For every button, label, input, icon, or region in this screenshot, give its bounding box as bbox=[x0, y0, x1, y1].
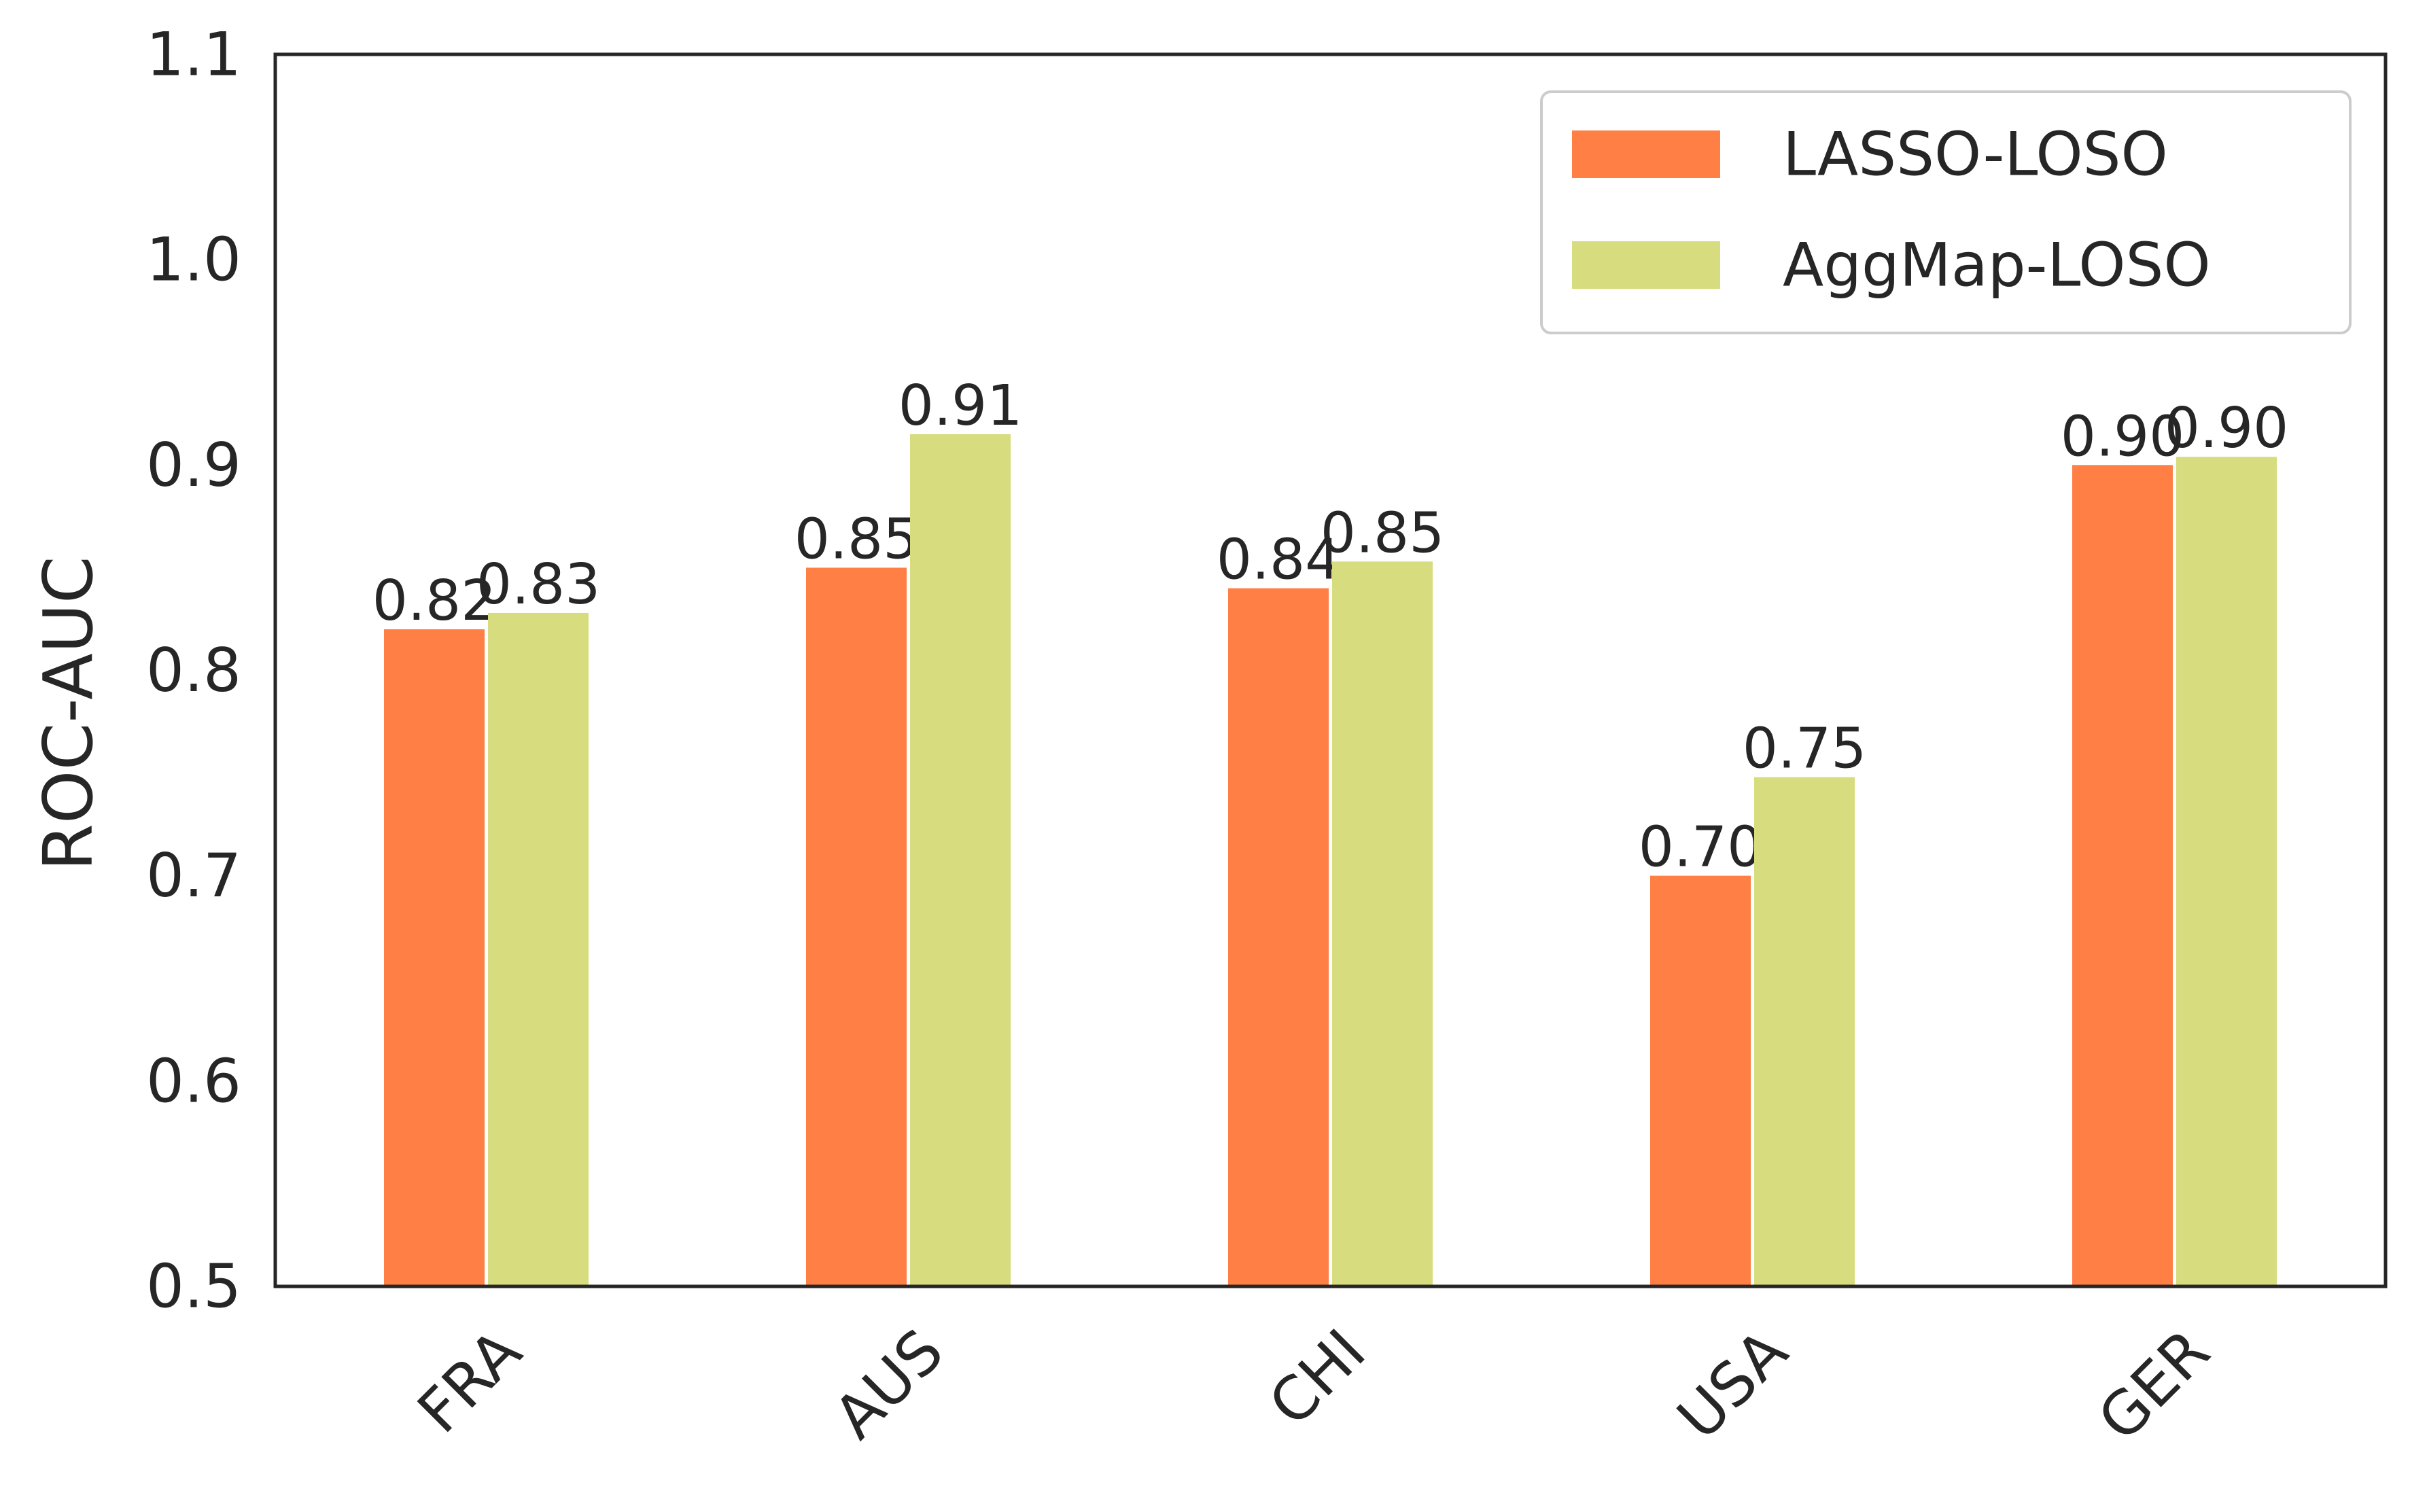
data-label-aggmap-loso-ger: 0.90 bbox=[2165, 396, 2289, 461]
data-label-aggmap-loso-fra: 0.83 bbox=[476, 552, 601, 617]
bar-aggmap-loso-ger bbox=[2176, 457, 2277, 1287]
bar-aggmap-loso-chi bbox=[1332, 561, 1433, 1286]
y-tick-label: 0.9 bbox=[146, 430, 241, 500]
y-tick-label: 0.8 bbox=[146, 635, 241, 705]
bar-aggmap-loso-usa bbox=[1754, 777, 1855, 1286]
data-label-lasso-loso-aus: 0.85 bbox=[794, 507, 919, 572]
legend-box bbox=[1540, 90, 2352, 334]
y-axis: 0.5 0.6 0.7 0.8 0.9 1.0 1.1 bbox=[146, 20, 241, 1322]
bar-lasso-loso-ger bbox=[2072, 465, 2173, 1287]
y-tick-label: 1.0 bbox=[146, 225, 241, 295]
bar-aggmap-loso-fra bbox=[488, 612, 589, 1286]
data-label-lasso-loso-fra: 0.82 bbox=[372, 569, 497, 633]
data-label-lasso-loso-chi: 0.84 bbox=[1217, 528, 1341, 593]
y-tick-label: 0.7 bbox=[146, 841, 241, 911]
data-label-lasso-loso-usa: 0.70 bbox=[1639, 815, 1763, 880]
y-axis-title: ROC-AUC bbox=[29, 556, 108, 871]
legend-label-lasso-loso: LASSO-LOSO bbox=[1783, 120, 2168, 190]
bar-lasso-loso-chi bbox=[1228, 588, 1329, 1287]
bar-lasso-loso-fra bbox=[384, 629, 485, 1286]
legend-label-aggmap-loso: AggMap-LOSO bbox=[1783, 230, 2211, 300]
data-label-lasso-loso-ger: 0.90 bbox=[2061, 404, 2185, 469]
y-tick-label: 1.1 bbox=[146, 20, 241, 90]
bar-lasso-loso-usa bbox=[1650, 875, 1751, 1286]
legend: LASSO-LOSO AggMap-LOSO bbox=[1540, 90, 2352, 334]
data-label-aggmap-loso-chi: 0.85 bbox=[1321, 501, 1445, 565]
y-tick-label: 0.5 bbox=[146, 1252, 241, 1322]
bar-aggmap-loso-aus bbox=[910, 434, 1011, 1287]
data-label-aggmap-loso-usa: 0.75 bbox=[1743, 717, 1867, 781]
y-tick-label: 0.6 bbox=[146, 1046, 241, 1116]
legend-swatch-aggmap-loso bbox=[1572, 241, 1720, 289]
plot-frame bbox=[273, 52, 2388, 1288]
legend-swatch-lasso-loso bbox=[1572, 130, 1720, 178]
plot-area: 0.820.830.850.910.840.850.700.750.900.90 bbox=[273, 52, 2388, 1288]
bar-lasso-loso-aus bbox=[806, 567, 907, 1286]
data-label-aggmap-loso-aus: 0.91 bbox=[898, 374, 1023, 438]
